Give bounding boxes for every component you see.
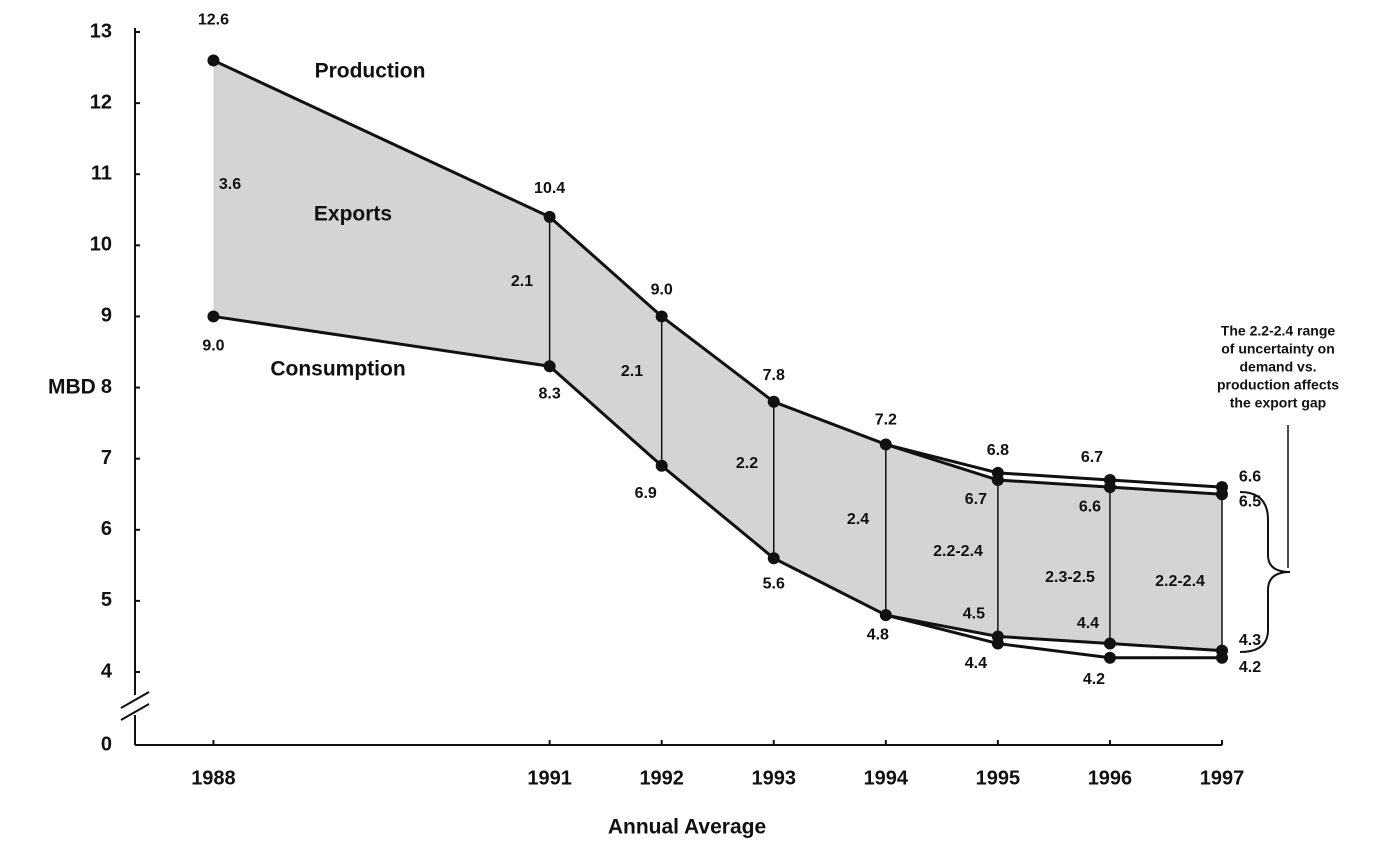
data-point	[767, 395, 780, 408]
data-label: 4.4	[1077, 615, 1099, 632]
series-name: Production	[315, 60, 426, 83]
series-name: Consumption	[270, 358, 405, 381]
gap-label: 2.2-2.4	[1155, 573, 1205, 590]
y-tick-label: 13	[90, 20, 112, 42]
data-point	[1216, 488, 1228, 501]
y-tick-label: 9	[101, 305, 112, 327]
data-label: 4.2	[1083, 671, 1105, 688]
data-label: 12.6	[198, 12, 229, 29]
data-label: 6.8	[987, 442, 1009, 459]
series-line	[212, 59, 1223, 489]
y-tick-label: 7	[101, 447, 112, 469]
data-label: 7.8	[763, 367, 785, 384]
data-point	[207, 54, 220, 67]
y-tick-label: 5	[101, 589, 112, 611]
data-label: 6.5	[1239, 493, 1261, 510]
data-label: 6.6	[1239, 468, 1261, 485]
x-tick-label: 1992	[639, 767, 684, 789]
data-label: 4.5	[963, 606, 985, 623]
series-low-line	[885, 613, 1222, 660]
data-point	[655, 310, 668, 323]
data-label: 6.6	[1079, 498, 1101, 515]
axis-break	[120, 691, 150, 709]
x-tick-label: 1991	[527, 767, 572, 789]
data-label: 8.3	[539, 385, 561, 402]
area-label: Exports	[314, 203, 392, 226]
gap-label: 2.1	[511, 273, 533, 290]
data-label: 7.2	[875, 412, 897, 429]
gap-label: 2.2-2.4	[933, 543, 983, 560]
data-label: 10.4	[534, 180, 565, 197]
data-label: 9.0	[202, 338, 224, 355]
x-axis-label: Annual Average	[608, 816, 766, 839]
y-tick-label: 8	[101, 376, 112, 398]
annotation: of uncertainty on	[1221, 341, 1335, 357]
series-line	[213, 314, 1223, 653]
data-label: 6.7	[965, 491, 987, 508]
data-point	[207, 310, 220, 323]
data-point	[655, 459, 668, 472]
data-point	[1103, 637, 1116, 650]
x-tick-label: 1993	[752, 767, 797, 789]
gap-label: 2.1	[621, 363, 643, 380]
data-label: 4.4	[965, 655, 987, 672]
annotation: demand vs.	[1239, 359, 1316, 375]
x-tick-label: 1997	[1200, 767, 1245, 789]
y-tick-label: 12	[90, 91, 112, 113]
data-label: 5.6	[763, 575, 785, 592]
x-tick-label: 1988	[191, 767, 236, 789]
y-tick-label: 10	[90, 234, 112, 256]
annotation: the export gap	[1230, 395, 1326, 411]
data-point	[879, 609, 892, 622]
x-tick-label: 1996	[1088, 767, 1133, 789]
data-point	[991, 637, 1004, 650]
series-low-line	[885, 443, 1223, 496]
data-point	[1103, 651, 1116, 664]
gap-label: 2.2	[736, 455, 758, 472]
data-label: 4.3	[1239, 632, 1261, 649]
brace	[1239, 491, 1291, 653]
y-tick-label: 4	[101, 660, 113, 682]
y-axis-label: MBD	[48, 376, 96, 399]
y-tick-label: 6	[101, 518, 112, 540]
data-label: 4.2	[1239, 659, 1261, 676]
data-point	[1103, 481, 1116, 494]
annotation: production affects	[1217, 377, 1339, 393]
export-area	[213, 60, 1222, 651]
gap-label: 3.6	[219, 176, 241, 193]
data-point	[991, 474, 1004, 486]
annotation: The 2.2-2.4 range	[1221, 323, 1336, 339]
data-label: 9.0	[651, 282, 673, 299]
data-point	[543, 210, 556, 223]
data-point	[1216, 651, 1228, 664]
gap-label: 2.4	[847, 511, 869, 528]
data-point	[767, 552, 780, 565]
data-label: 6.7	[1081, 449, 1103, 466]
gap-label: 2.3-2.5	[1045, 569, 1095, 586]
data-label: 4.8	[867, 626, 889, 643]
x-tick-label: 1995	[976, 767, 1021, 789]
y-tick-label: 11	[91, 163, 112, 185]
data-label: 6.9	[635, 485, 657, 502]
data-point	[879, 438, 892, 451]
y-tick-label: 0	[101, 733, 112, 755]
axis-break	[120, 703, 150, 721]
x-tick-label: 1994	[864, 767, 909, 789]
data-point	[543, 360, 556, 373]
